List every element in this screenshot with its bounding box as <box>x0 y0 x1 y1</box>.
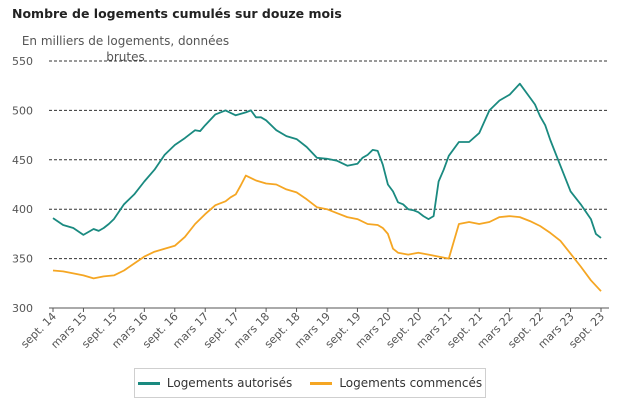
legend-item-autorises: Logements autorisés <box>137 376 293 390</box>
series-line-autorises <box>52 82 602 239</box>
y-tick-label-400: 400 <box>12 203 33 216</box>
chart-legend: Logements autorisés Logements commencés <box>134 368 486 398</box>
legend-label-autorises: Logements autorisés <box>166 376 293 390</box>
legend-item-commences: Logements commencés <box>310 376 482 390</box>
series-line-commences <box>52 174 602 292</box>
legend-swatch-commences <box>310 381 333 385</box>
y-tick-label-550: 550 <box>12 55 33 68</box>
y-tick-label-500: 500 <box>12 104 33 117</box>
y-tick-label-350: 350 <box>12 253 33 266</box>
y-tick-label-300: 300 <box>12 302 33 315</box>
chart-title: Nombre de logements cumulés sur douze mo… <box>12 6 342 21</box>
y-tick-label-450: 450 <box>12 154 33 167</box>
legend-swatch-autorises <box>137 381 160 385</box>
legend-label-commences: Logements commencés <box>339 376 483 390</box>
